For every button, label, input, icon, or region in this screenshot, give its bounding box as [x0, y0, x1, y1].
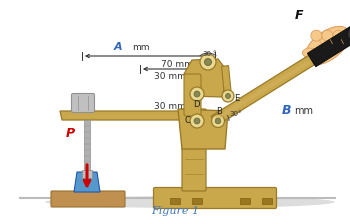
Circle shape	[222, 90, 234, 102]
Ellipse shape	[305, 26, 350, 65]
Circle shape	[225, 93, 231, 99]
Text: A: A	[114, 42, 122, 52]
Text: 30 mm: 30 mm	[154, 101, 186, 110]
Circle shape	[194, 118, 200, 124]
Bar	[84, 120, 90, 172]
FancyBboxPatch shape	[51, 191, 125, 207]
Text: 30°: 30°	[229, 111, 241, 117]
Polygon shape	[215, 60, 310, 121]
FancyBboxPatch shape	[182, 109, 206, 191]
Text: C: C	[184, 116, 190, 125]
Polygon shape	[74, 172, 100, 192]
Ellipse shape	[347, 25, 350, 40]
Circle shape	[333, 30, 344, 41]
Circle shape	[215, 118, 221, 124]
Polygon shape	[307, 26, 350, 67]
Text: mm: mm	[132, 43, 149, 52]
Bar	[240, 198, 250, 204]
Bar	[170, 198, 180, 204]
Text: 30 mm: 30 mm	[154, 71, 186, 80]
Circle shape	[344, 30, 350, 41]
Polygon shape	[178, 109, 228, 149]
Circle shape	[311, 30, 322, 41]
Polygon shape	[60, 111, 206, 120]
Text: °: °	[212, 51, 216, 57]
Text: F: F	[295, 9, 303, 22]
Text: D: D	[193, 99, 199, 108]
Text: 70 mm: 70 mm	[161, 60, 193, 69]
FancyBboxPatch shape	[154, 187, 276, 209]
Circle shape	[322, 30, 333, 41]
Circle shape	[211, 114, 224, 127]
Circle shape	[190, 114, 204, 128]
Text: P: P	[66, 127, 75, 140]
Polygon shape	[222, 66, 231, 96]
FancyBboxPatch shape	[71, 93, 94, 112]
Text: 30: 30	[202, 51, 211, 57]
Polygon shape	[211, 55, 314, 126]
Circle shape	[204, 58, 211, 65]
Text: mm: mm	[294, 106, 313, 116]
Bar	[262, 198, 272, 204]
Text: Figure 1: Figure 1	[151, 206, 199, 216]
Circle shape	[194, 91, 200, 97]
Ellipse shape	[302, 48, 316, 57]
Bar	[192, 198, 202, 204]
Polygon shape	[184, 59, 228, 97]
Circle shape	[190, 87, 204, 101]
Ellipse shape	[45, 196, 335, 208]
Bar	[82, 170, 92, 178]
Text: E: E	[234, 93, 240, 103]
Text: B: B	[282, 104, 292, 117]
Circle shape	[200, 54, 216, 70]
Text: B: B	[216, 106, 222, 116]
FancyBboxPatch shape	[184, 74, 201, 116]
